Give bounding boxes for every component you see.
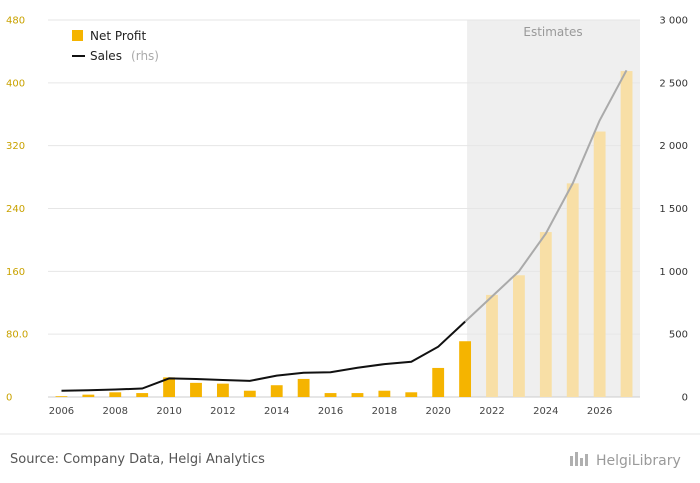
net-profit-bar xyxy=(378,390,391,397)
helgi-library-logo: HelgiLibrary xyxy=(570,452,681,469)
estimates-label: Estimates xyxy=(523,25,582,39)
x-tick-label: 2020 xyxy=(425,406,450,417)
y-tick-label-right: 0 xyxy=(682,393,688,404)
x-tick-label: 2012 xyxy=(210,406,235,417)
net-profit-bar xyxy=(432,367,445,397)
net-profit-bar xyxy=(459,341,472,397)
x-tick-label: 2024 xyxy=(533,406,558,417)
net-profit-bar xyxy=(512,275,525,397)
y-tick-label-right: 1 500 xyxy=(659,204,688,215)
net-profit-bar xyxy=(55,396,68,397)
y-tick-label-left: 0 xyxy=(6,393,12,404)
net-profit-bar xyxy=(351,393,364,397)
net-profit-bar xyxy=(566,183,579,397)
legend-swatch-net-profit xyxy=(72,30,83,41)
net-profit-bar xyxy=(82,394,95,397)
net-profit-bar xyxy=(324,393,337,397)
y-tick-label-left: 80.0 xyxy=(6,330,28,341)
net-profit-bar xyxy=(270,385,283,397)
net-profit-bar xyxy=(163,377,176,397)
x-tick-label: 2010 xyxy=(156,406,181,417)
x-tick-label: 2016 xyxy=(318,406,343,417)
net-profit-bar xyxy=(620,71,633,397)
net-profit-bar xyxy=(243,390,256,397)
y-tick-label-left: 400 xyxy=(6,78,25,89)
brand-name: HelgiLibrary xyxy=(596,453,681,469)
net-profit-bar xyxy=(405,392,418,397)
x-tick-label: 2008 xyxy=(103,406,128,417)
y-tick-label-right: 2 500 xyxy=(659,78,688,89)
x-tick-label: 2018 xyxy=(372,406,397,417)
sales-line-estimate xyxy=(464,69,628,323)
net-profit-bar xyxy=(190,382,202,397)
legend-label-sales-suffix: (rhs) xyxy=(131,49,159,63)
x-tick-label: 2006 xyxy=(49,406,74,417)
net-profit-bar xyxy=(216,383,229,397)
sales-line-actual xyxy=(61,320,466,392)
x-tick-label: 2026 xyxy=(587,406,612,417)
logo-bar-icon xyxy=(570,456,573,466)
y-tick-label-right: 3 000 xyxy=(659,16,688,27)
x-tick-label: 2022 xyxy=(479,406,504,417)
net-profit-bar xyxy=(593,131,606,397)
logo-bar-icon xyxy=(575,452,578,466)
x-tick-label: 2014 xyxy=(264,406,289,417)
legend-label-sales: Sales xyxy=(90,49,122,63)
net-profit-bar xyxy=(486,294,498,397)
net-profit-bar xyxy=(297,378,310,397)
source-note: Source: Company Data, Helgi Analytics xyxy=(10,452,265,467)
net-profit-bar xyxy=(539,232,552,397)
logo-bar-icon xyxy=(580,458,583,466)
y-tick-label-left: 480 xyxy=(6,16,25,27)
y-tick-label-right: 500 xyxy=(669,330,688,341)
legend-label-sales-wrapper: Sales (rhs) xyxy=(90,45,159,64)
y-tick-label-left: 320 xyxy=(6,141,25,152)
net-profit-bar xyxy=(136,393,149,397)
logo-bar-icon xyxy=(585,454,588,466)
net-profit-bar xyxy=(109,392,122,397)
y-tick-label-left: 240 xyxy=(6,204,25,215)
y-tick-label-right: 1 000 xyxy=(659,267,688,278)
y-tick-label-right: 2 000 xyxy=(659,141,688,152)
legend-label-net-profit: Net Profit xyxy=(90,29,146,43)
y-tick-label-left: 160 xyxy=(6,267,25,278)
